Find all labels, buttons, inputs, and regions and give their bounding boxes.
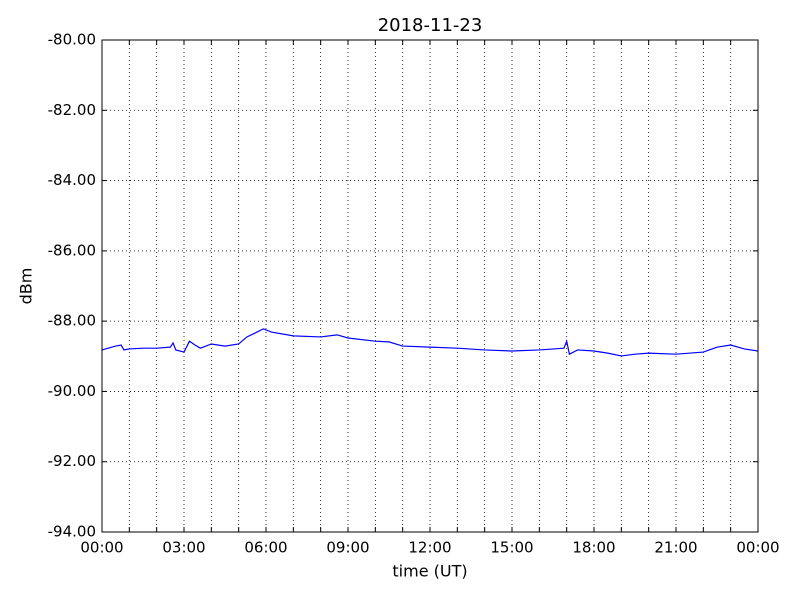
x-tick-label: 09:00 — [326, 539, 369, 557]
x-tick-label: 12:00 — [408, 539, 451, 557]
y-tick-label: -88.00 — [48, 312, 96, 330]
x-tick-label: 03:00 — [162, 539, 205, 557]
x-tick-label: 18:00 — [572, 539, 615, 557]
y-tick-label: -82.00 — [48, 101, 96, 119]
x-axis-label: time (UT) — [392, 562, 467, 581]
x-tick-label: 21:00 — [654, 539, 697, 557]
y-tick-label: -94.00 — [48, 523, 96, 541]
data-line — [101, 328, 759, 357]
x-tick-label: 00:00 — [80, 539, 123, 557]
y-tick-label: -92.00 — [48, 452, 96, 470]
chart-title: 2018-11-23 — [378, 15, 483, 36]
plot-frame — [101, 39, 759, 533]
y-tick-label: -80.00 — [48, 31, 96, 49]
y-tick-label: -84.00 — [48, 171, 96, 189]
y-axis-label: dBm — [17, 268, 36, 305]
x-tick-label: 00:00 — [736, 539, 779, 557]
y-tick-label: -90.00 — [48, 382, 96, 400]
x-tick-label: 15:00 — [490, 539, 533, 557]
y-tick-label: -86.00 — [48, 241, 96, 259]
x-tick-label: 06:00 — [244, 539, 287, 557]
